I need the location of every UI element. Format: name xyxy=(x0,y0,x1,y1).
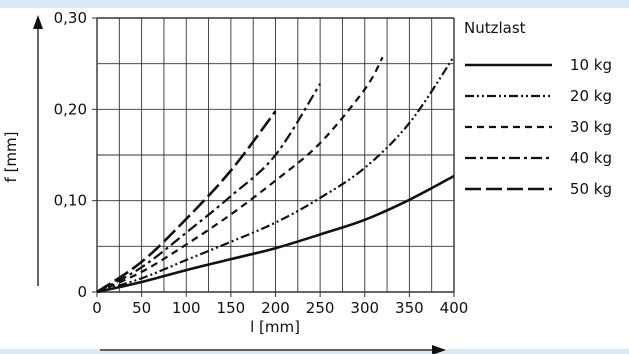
y-axis-arrow xyxy=(33,15,43,286)
grid xyxy=(96,17,455,293)
y-tick-label: 0,10 xyxy=(54,192,87,210)
x-axis-label: l [mm] xyxy=(250,318,300,336)
legend-label-30-kg: 30 kg xyxy=(570,118,612,136)
series-30-kg xyxy=(96,56,384,294)
legend: 10 kg 20 kg 30 kg 40 kg 50 kg xyxy=(465,56,612,198)
y-axis-label: f [mm] xyxy=(2,132,20,183)
x-tick-label: 250 xyxy=(306,299,335,317)
x-tick-labels: 0 50 100 150 200 250 300 350 400 xyxy=(92,292,468,317)
legend-label-10-kg: 10 kg xyxy=(570,56,612,74)
x-tick-label: 200 xyxy=(261,299,290,317)
y-tick-label: 0,30 xyxy=(54,9,87,27)
x-tick-label: 0 xyxy=(92,299,102,317)
series-50-kg xyxy=(96,110,277,294)
x-tick-label: 150 xyxy=(217,299,246,317)
series-10-kg xyxy=(96,174,455,294)
series-line-40-kg xyxy=(96,83,322,293)
header-band xyxy=(0,0,629,8)
series-line-30-kg xyxy=(96,56,384,294)
footer-band xyxy=(0,349,629,354)
legend-title: Nutzlast xyxy=(464,19,526,37)
y-tick-label: 0,20 xyxy=(54,100,87,118)
series-line-10-kg xyxy=(96,174,455,294)
x-tick-label: 50 xyxy=(132,299,151,317)
series-40-kg xyxy=(96,83,322,293)
legend-label-50-kg: 50 kg xyxy=(570,180,612,198)
legend-label-40-kg: 40 kg xyxy=(570,149,612,167)
x-tick-label: 300 xyxy=(350,299,379,317)
y-tick-labels: 0 0,10 0,20 0,30 xyxy=(54,9,97,301)
series-layer xyxy=(96,55,455,294)
y-tick-label: 0 xyxy=(77,283,87,301)
x-tick-label: 350 xyxy=(395,299,424,317)
x-axis-arrow xyxy=(100,345,446,354)
legend-label-20-kg: 20 kg xyxy=(570,87,612,105)
series-line-20-kg xyxy=(96,55,455,294)
x-tick-label: 100 xyxy=(172,299,201,317)
x-tick-label: 400 xyxy=(440,299,469,317)
series-line-50-kg xyxy=(96,110,277,294)
series-20-kg xyxy=(96,55,455,294)
